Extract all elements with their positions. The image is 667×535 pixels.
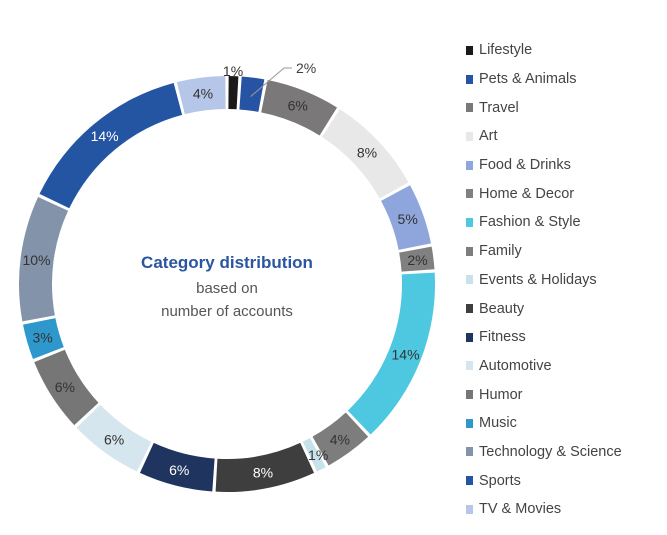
slice-label-sports: 14%: [91, 128, 119, 144]
slice-label-lifestyle: 1%: [223, 63, 243, 79]
legend-item-sports: Sports: [466, 466, 622, 495]
legend-item-automotive: Automotive: [466, 352, 622, 381]
legend-item-humor: Humor: [466, 380, 622, 409]
legend-swatch: [466, 217, 473, 227]
slice-humor: [34, 349, 99, 426]
slice-food-and-drinks: [381, 185, 431, 250]
legend-label: Automotive: [479, 357, 552, 374]
slice-tv-and-movies: [176, 76, 226, 115]
legend: Lifestyle Pets & Animals Travel Art Food & D…: [466, 36, 622, 524]
slice-fashion-and-style: [347, 272, 435, 435]
slice-art: [321, 109, 409, 199]
slice-pets-and-animals: [239, 76, 265, 112]
legend-swatch: [466, 131, 473, 141]
legend-label: Lifestyle: [479, 42, 533, 59]
slice-label-beauty: 8%: [253, 465, 273, 481]
chart-title: Category distribution: [141, 253, 313, 272]
legend-swatch: [466, 504, 473, 514]
legend-label: Family: [479, 243, 522, 260]
slice-home-and-decor: [399, 246, 435, 272]
legend-item-beauty: Beauty: [466, 294, 622, 323]
legend-swatch: [466, 332, 473, 342]
slice-fitness: [139, 442, 215, 492]
legend-label: Technology & Science: [479, 443, 622, 460]
legend-label: Events & Holidays: [479, 271, 597, 288]
legend-label: TV & Movies: [479, 501, 562, 518]
legend-swatch: [466, 361, 473, 371]
chart-subtitle-line-2: number of accounts: [161, 303, 293, 320]
legend-swatch: [466, 418, 473, 428]
legend-label: Pets & Animals: [479, 71, 577, 88]
slice-family: [312, 412, 369, 466]
legend-label: Home & Decor: [479, 185, 575, 202]
slice-label-tv-and-movies: 4%: [193, 86, 213, 102]
slice-label-humor: 6%: [55, 379, 75, 395]
chart-subtitle-line-1: based on: [196, 280, 258, 297]
legend-item-family: Family: [466, 237, 622, 266]
legend-item-lifestyle: Lifestyle: [466, 36, 622, 65]
legend-swatch: [466, 160, 473, 170]
slice-label-automotive: 6%: [104, 431, 124, 447]
slice-technology-and-science: [19, 196, 69, 322]
legend-label: Art: [479, 128, 498, 145]
legend-item-food-and-drinks: Food & Drinks: [466, 151, 622, 180]
slice-events-and-holidays: [302, 438, 326, 472]
slice-label-events-and-holidays: 1%: [308, 447, 328, 463]
legend-item-events-and-holidays: Events & Holidays: [466, 266, 622, 295]
slice-label-family: 4%: [330, 431, 350, 447]
legend-item-art: Art: [466, 122, 622, 151]
leader-line-pets-and-animals: [250, 67, 292, 97]
legend-label: Food & Drinks: [479, 157, 571, 174]
slice-sports: [39, 82, 183, 209]
legend-item-music: Music: [466, 409, 622, 438]
slice-label-fitness: 6%: [169, 462, 189, 478]
slice-labels: 1% 2%6%8%5%2%14%4%1%8%6%6%6%3%10%14%4%: [22, 60, 427, 481]
legend-swatch: [466, 103, 473, 113]
legend-swatch: [466, 45, 473, 55]
legend-item-pets-and-animals: Pets & Animals: [466, 65, 622, 94]
legend-label: Fashion & Style: [479, 214, 581, 231]
legend-item-tv-and-movies: TV & Movies: [466, 495, 622, 524]
legend-swatch: [466, 74, 473, 84]
legend-swatch: [466, 447, 473, 457]
slice-label-fashion-and-style: 14%: [392, 347, 420, 363]
legend-label: Sports: [479, 472, 521, 489]
slice-label-travel: 6%: [288, 97, 308, 113]
slice-label-technology-and-science: 10%: [22, 252, 50, 268]
slice-label-art: 8%: [357, 145, 377, 161]
slice-label-music: 3%: [33, 330, 53, 346]
legend-label: Humor: [479, 386, 523, 403]
slices: [19, 76, 435, 492]
legend-swatch: [466, 189, 473, 199]
donut-chart: 1% 2%6%8%5%2%14%4%1%8%6%6%6%3%10%14%4% Ca…: [19, 60, 435, 492]
legend-swatch: [466, 304, 473, 314]
legend-label: Fitness: [479, 329, 526, 346]
slice-lifestyle: [228, 76, 239, 110]
slice-label-home-and-decor: 2%: [407, 252, 427, 268]
slice-label-pets-and-animals: 2%: [296, 60, 316, 76]
slice-automotive: [76, 404, 152, 472]
legend-label: Music: [479, 415, 517, 432]
legend-item-fashion-and-style: Fashion & Style: [466, 208, 622, 237]
slice-travel: [261, 80, 338, 136]
legend-swatch: [466, 275, 473, 285]
legend-swatch: [466, 476, 473, 486]
legend-item-travel: Travel: [466, 93, 622, 122]
legend-swatch: [466, 390, 473, 400]
legend-item-home-and-decor: Home & Decor: [466, 179, 622, 208]
legend-item-fitness: Fitness: [466, 323, 622, 352]
legend-label: Beauty: [479, 300, 525, 317]
legend-swatch: [466, 246, 473, 256]
slice-music: [23, 318, 64, 360]
slice-beauty: [215, 442, 315, 492]
slice-label-food-and-drinks: 5%: [398, 211, 418, 227]
legend-label: Travel: [479, 99, 519, 116]
legend-item-technology-and-science: Technology & Science: [466, 438, 622, 467]
